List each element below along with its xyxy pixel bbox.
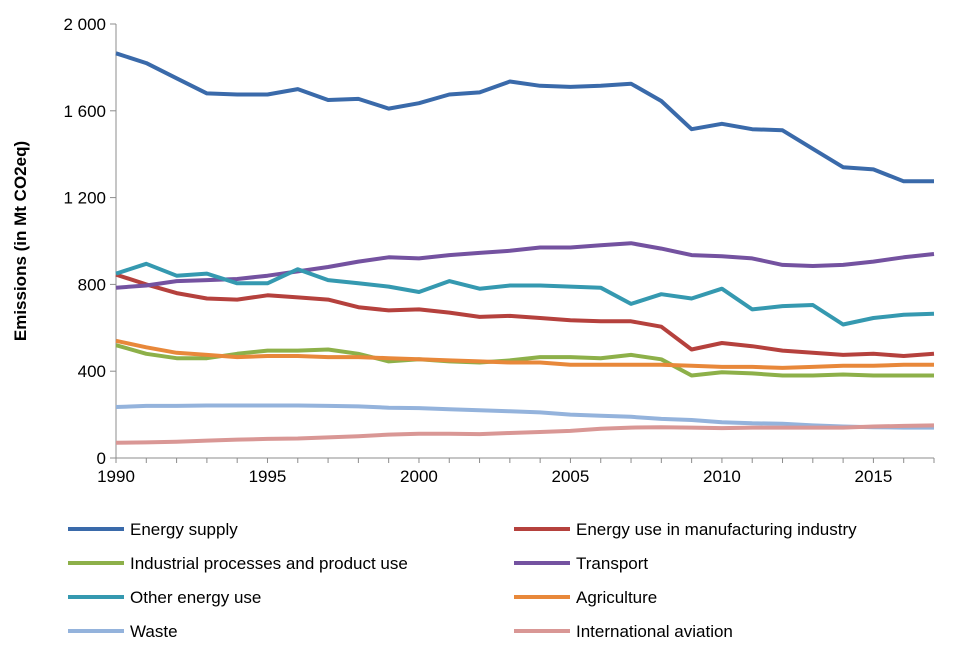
series-line-transport [115,241,935,290]
axes: 0 400 800 1 200 1 600 2 000 1990 1995 2000 2005 20… [11,15,935,486]
series-line-energy-use-in-manufacturing-industry [115,272,935,358]
x-tick-label: 2010 [703,467,741,486]
x-tick-label: 2000 [400,467,438,486]
x-tick-label: 2005 [552,467,590,486]
y-tick-label: 1 200 [63,189,106,208]
legend-label: Energy supply [130,520,238,539]
y-tick-label: 400 [78,362,106,381]
legend-label: Agriculture [576,588,657,607]
legend-label: Industrial processes and product use [130,554,408,573]
x-tick-label: 1995 [249,467,287,486]
series-line-other-energy-use [115,261,935,327]
y-tick-label: 2 000 [63,15,106,34]
series-line-energy-supply [115,51,934,184]
legend-label: Waste [130,622,178,641]
series-lines [115,51,935,445]
series-line-international-aviation [115,423,935,445]
x-tick-label: 1990 [97,467,135,486]
y-tick-label: 1 600 [63,102,106,121]
series-line-waste [115,403,934,430]
legend-label: Transport [576,554,648,573]
series-line-agriculture [115,338,934,370]
legend-label: International aviation [576,622,733,641]
legend: Energy supply Energy use in manufacturing… [68,520,857,641]
legend-label: Other energy use [130,588,261,607]
y-tick-label: 800 [78,275,106,294]
y-tick-label: 0 [97,449,106,468]
legend-label: Energy use in manufacturing industry [576,520,857,539]
y-axis-title: Emissions (in Mt CO2eq) [11,141,30,341]
x-tick-label: 2015 [854,467,892,486]
series-line-industrial-processes-and-product-use [115,343,934,378]
